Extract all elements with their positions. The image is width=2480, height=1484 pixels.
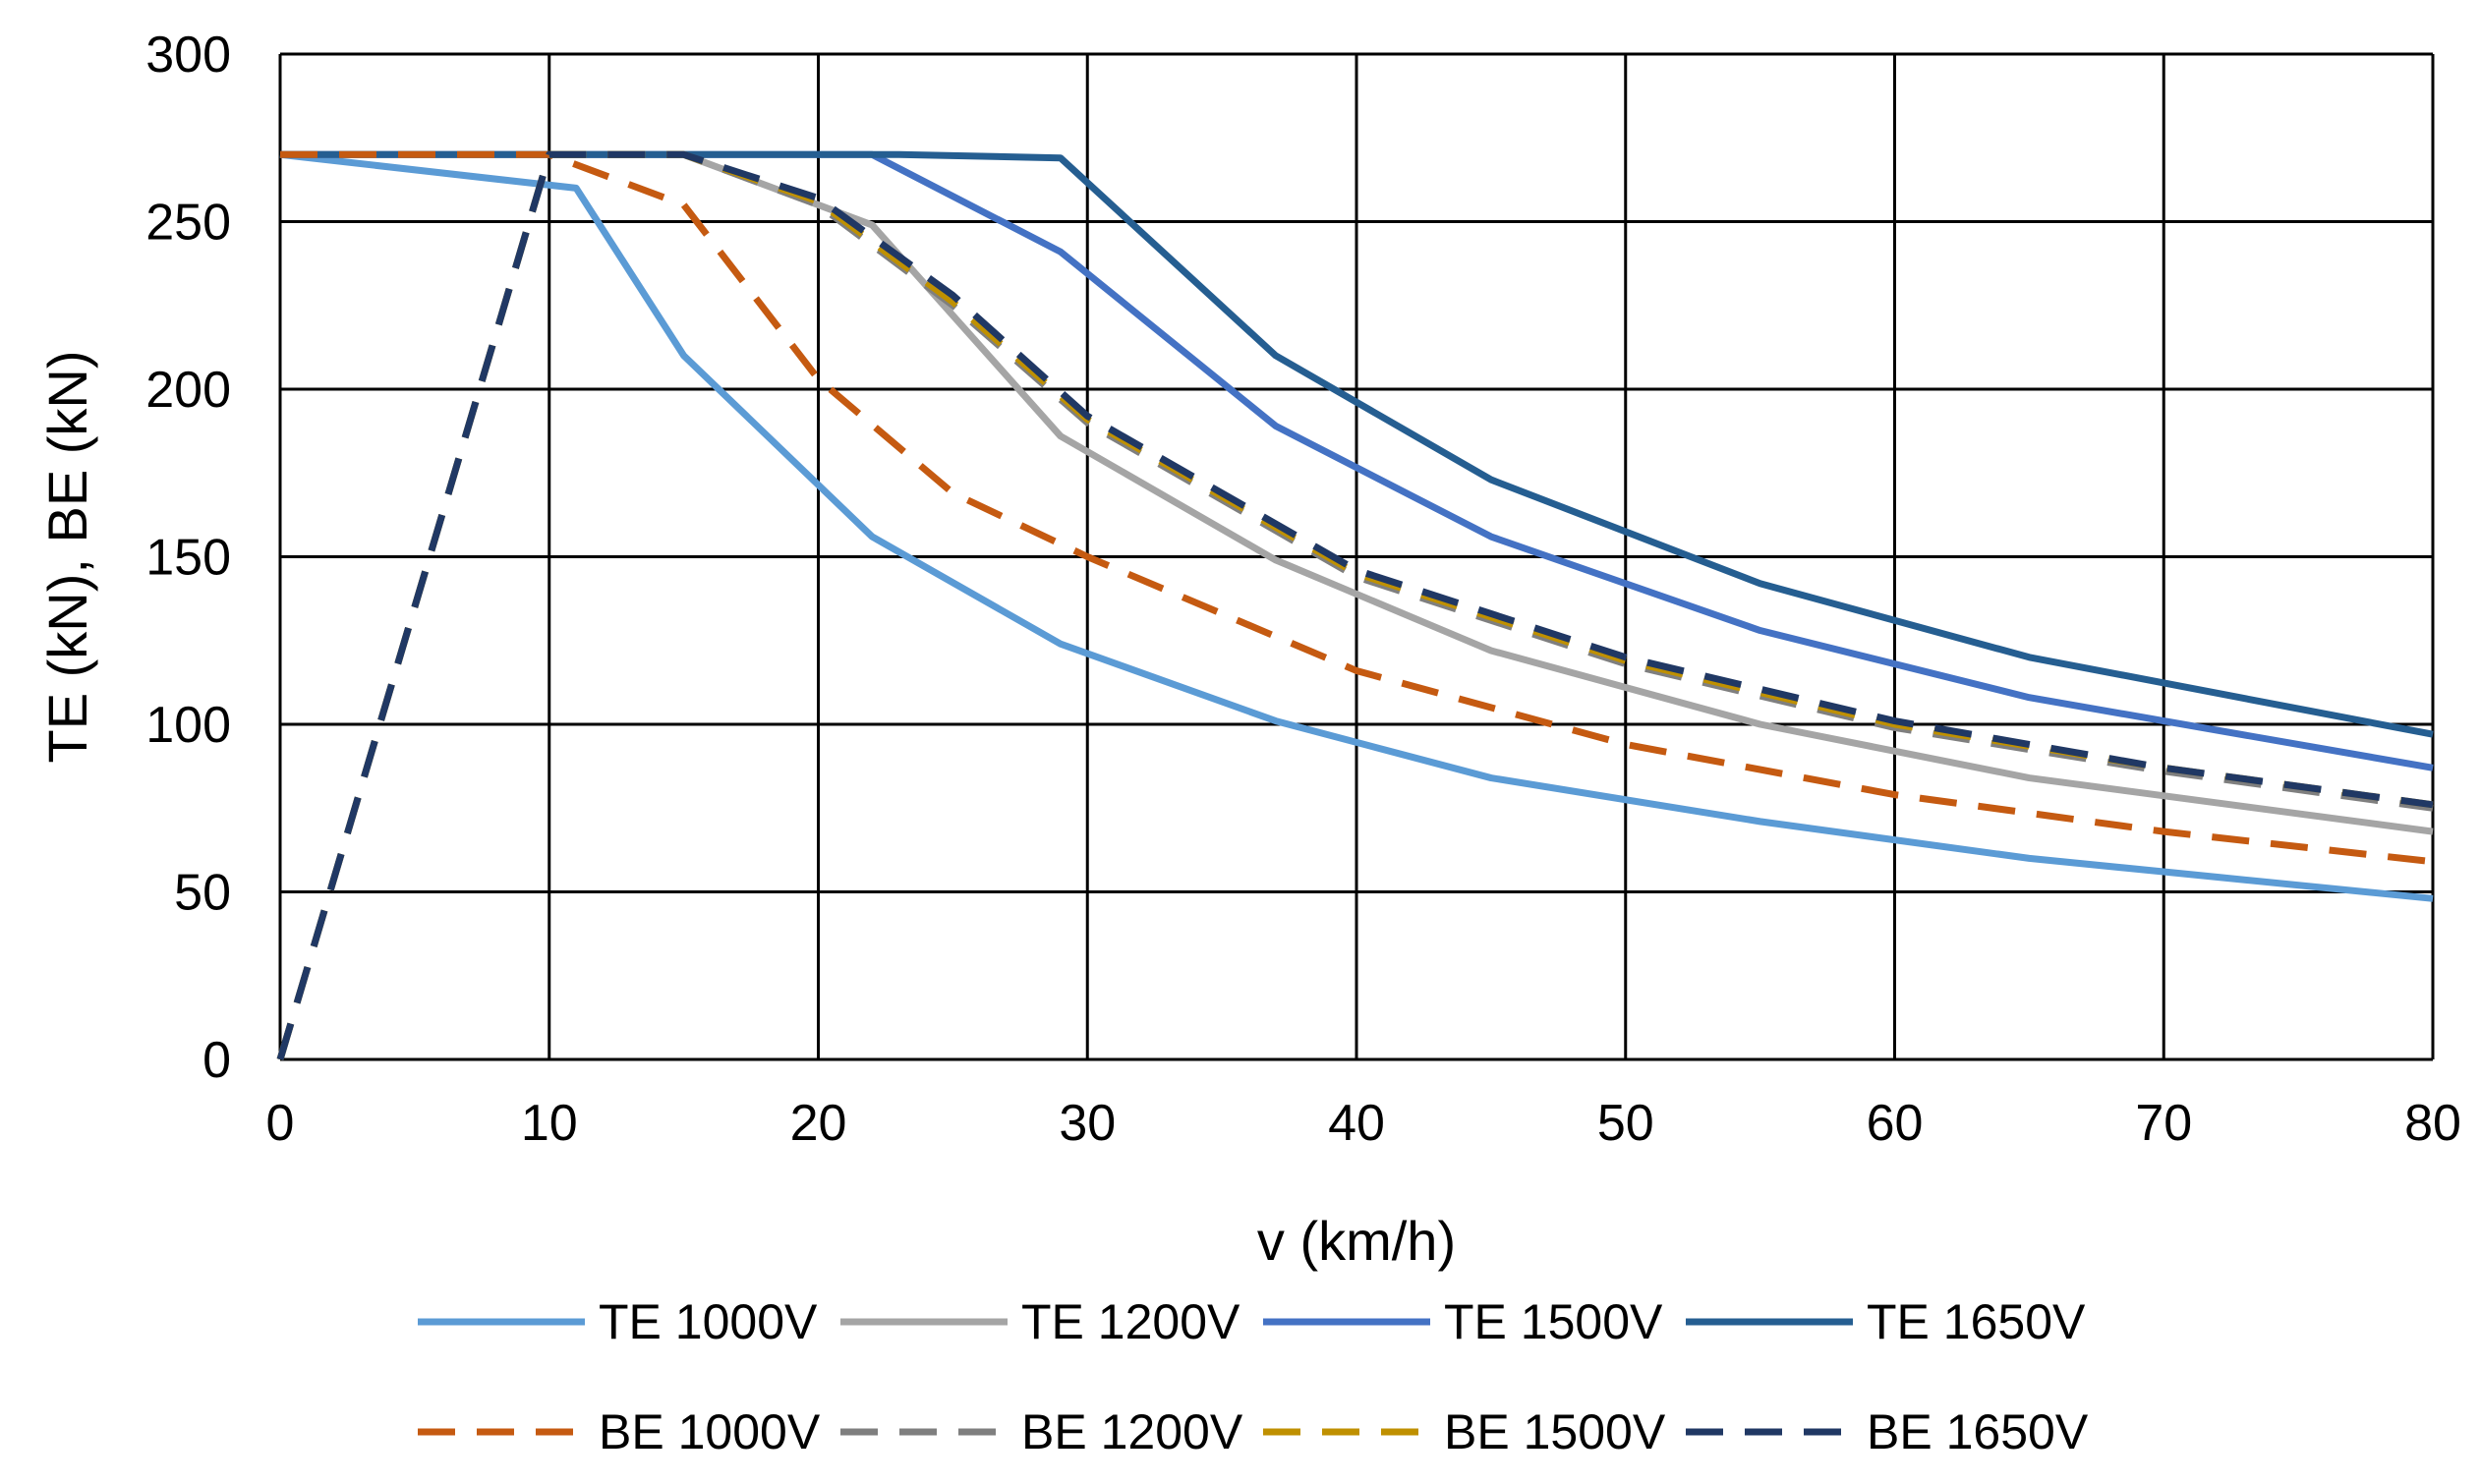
legend-label: TE 1500V	[1444, 1294, 1663, 1349]
y-tick-label: 100	[145, 697, 231, 754]
x-tick-label: 30	[1059, 1095, 1116, 1152]
gridlines	[278, 52, 2435, 1061]
x-tick-label: 0	[266, 1095, 295, 1152]
legend-label: BE 1500V	[1444, 1404, 1666, 1459]
series-line-te-1500v	[280, 150, 2434, 771]
series-line-be-1650v	[276, 150, 2434, 1060]
x-tick-label: 80	[2404, 1095, 2461, 1152]
series-line-te-1000v	[279, 150, 2434, 902]
x-axis-label: v (km/h)	[1257, 1210, 1456, 1272]
series-layer	[276, 150, 2434, 1060]
x-tick-label: 10	[521, 1095, 578, 1152]
y-tick-label: 0	[202, 1032, 231, 1089]
legend-label: BE 1200V	[1021, 1404, 1243, 1459]
series-line-te-1650v	[280, 150, 2434, 738]
y-tick-label: 200	[145, 362, 231, 419]
legend-label: TE 1650V	[1867, 1294, 2086, 1349]
x-tick-label: 70	[2135, 1095, 2192, 1152]
y-axis-label: TE (kN), BE (kN)	[36, 351, 98, 764]
x-tick-label: 20	[790, 1095, 847, 1152]
x-tick-label: 60	[1867, 1095, 1924, 1152]
x-tick-label: 40	[1328, 1095, 1385, 1152]
y-axis-ticks: 0 50 100 150 200 250 300	[145, 27, 231, 1089]
y-tick-label: 250	[145, 195, 231, 252]
legend-label: TE 1200V	[1021, 1294, 1240, 1349]
x-tick-label: 50	[1597, 1095, 1654, 1152]
legend-label: TE 1000V	[599, 1294, 818, 1349]
legend: TE 1000V TE 1200V TE 1500V TE 1650V BE 1000V…	[418, 1294, 2089, 1459]
plot-area	[276, 52, 2435, 1061]
x-axis-ticks: 0 10 20 30 40 50 60 70 80	[266, 1095, 2461, 1152]
legend-label: BE 1000V	[599, 1404, 821, 1459]
y-tick-label: 150	[145, 530, 231, 587]
legend-label: BE 1650V	[1867, 1404, 2089, 1459]
y-tick-label: 50	[174, 865, 231, 922]
y-tick-label: 300	[145, 27, 231, 84]
series-line-be-1000v	[280, 150, 2434, 866]
